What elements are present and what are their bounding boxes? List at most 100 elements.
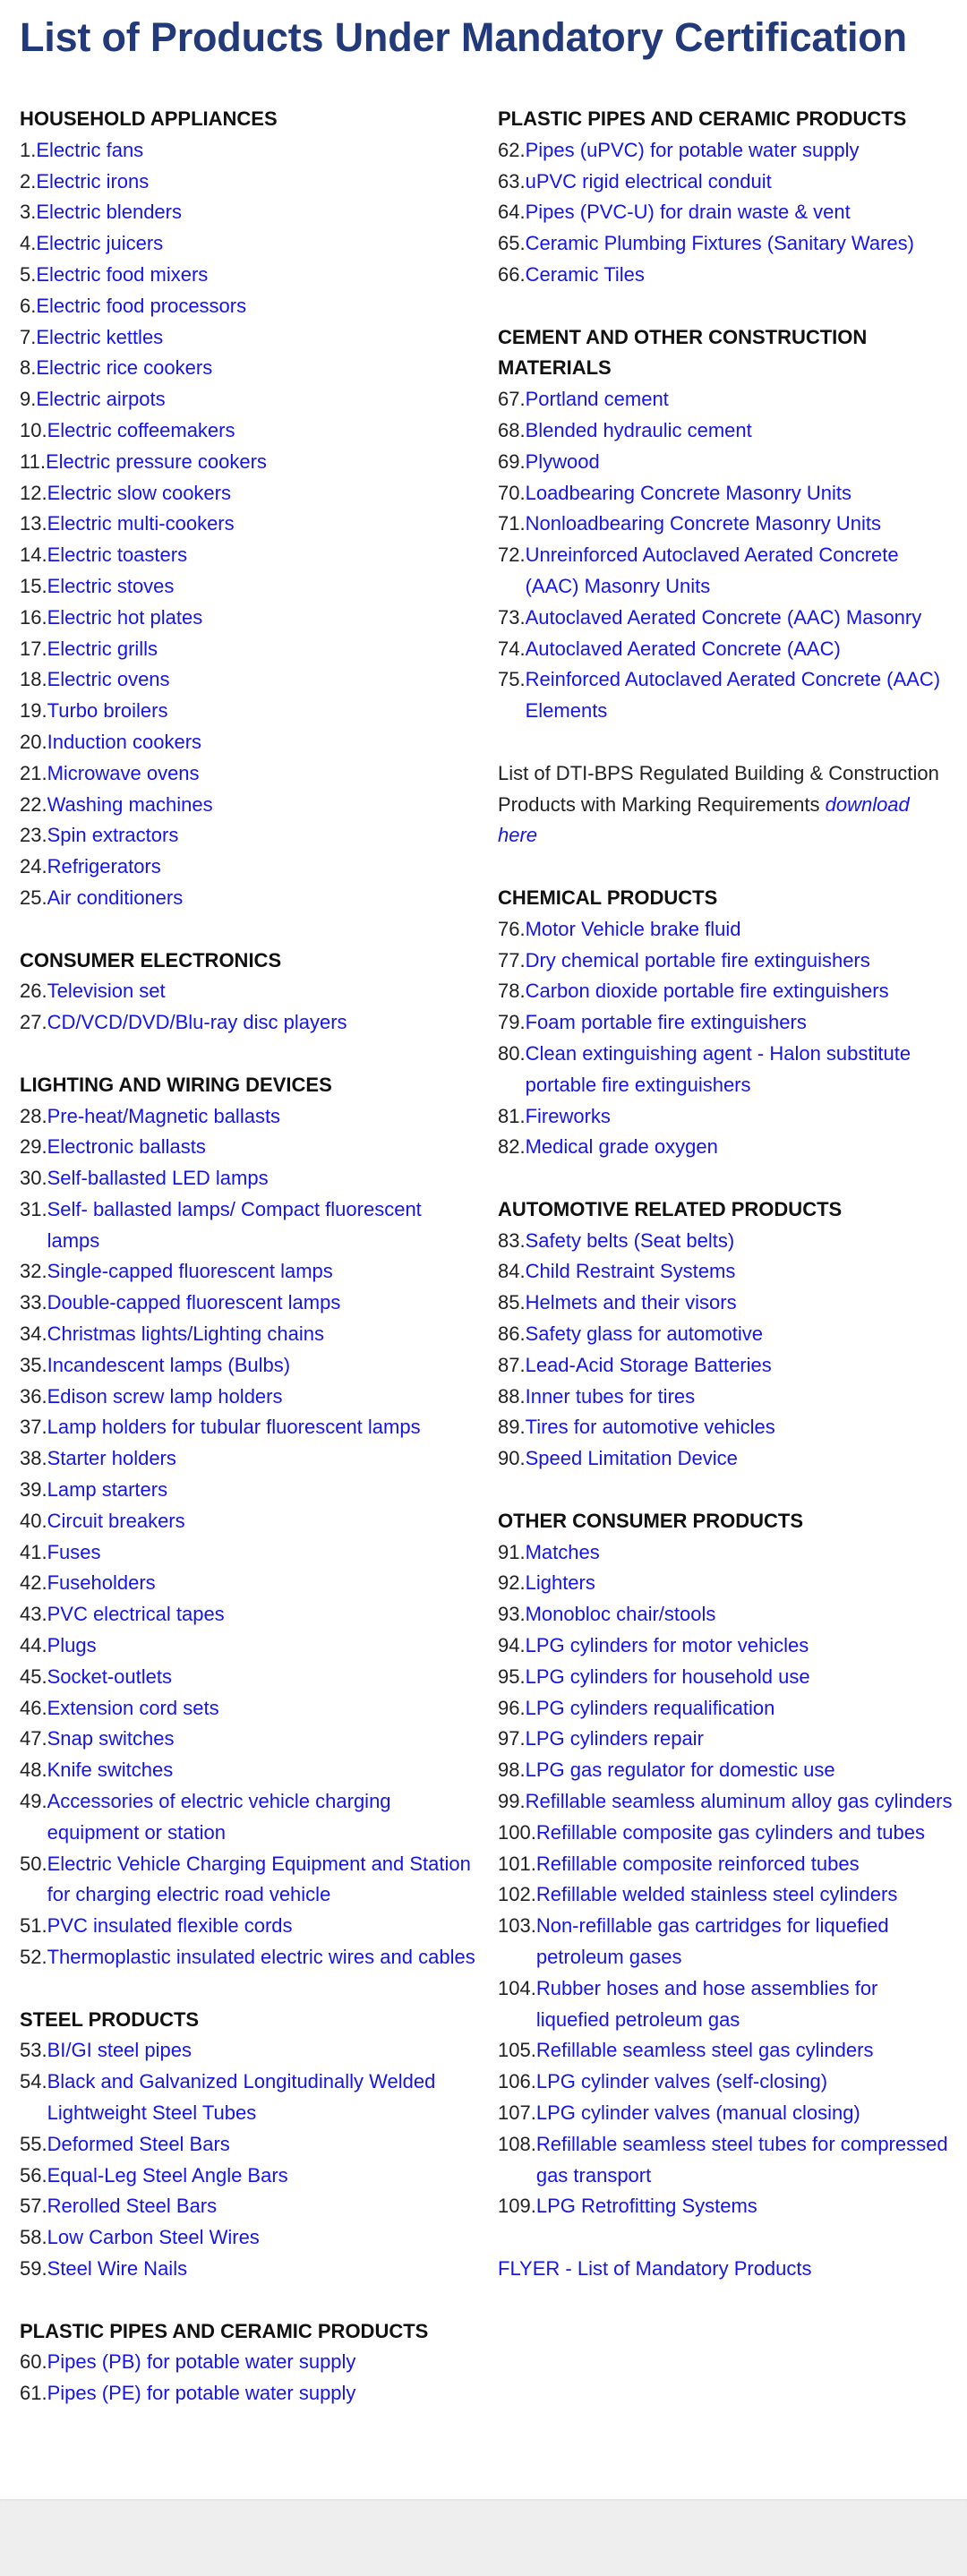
product-link[interactable]: Television set — [47, 980, 166, 1003]
product-link[interactable]: Pipes (uPVC) for potable water supply — [525, 138, 860, 161]
product-link[interactable]: Starter holders — [47, 1447, 176, 1470]
product-link[interactable]: Electric multi-cookers — [47, 512, 235, 535]
product-link[interactable]: LPG cylinders for motor vehicles — [525, 1634, 809, 1657]
product-link[interactable]: Refillable seamless steel tubes for comp… — [535, 2132, 948, 2187]
product-link[interactable]: Microwave ovens — [47, 761, 200, 784]
product-link[interactable]: Pipes (PB) for potable water supply — [47, 2350, 356, 2374]
product-link[interactable]: Ceramic Plumbing Fixtures (Sanitary Ware… — [525, 232, 914, 255]
product-link[interactable]: Electric food mixers — [36, 262, 209, 286]
product-link[interactable]: PVC electrical tapes — [47, 1603, 225, 1626]
product-link[interactable]: Portland cement — [525, 388, 669, 411]
product-link[interactable]: LPG cylinder valves (self-closing) — [535, 2070, 828, 2093]
product-link[interactable]: Pipes (PVC-U) for drain waste & vent — [525, 201, 851, 224]
product-link[interactable]: Autoclaved Aerated Concrete (AAC) Masonr… — [525, 605, 922, 629]
product-link[interactable]: Electric hot plates — [47, 605, 203, 629]
product-link[interactable]: Autoclaved Aerated Concrete (AAC) — [525, 637, 841, 660]
product-link[interactable]: Electric rice cookers — [36, 356, 213, 380]
product-link[interactable]: Electric Vehicle Charging Equipment and … — [47, 1852, 471, 1906]
product-link[interactable]: Loadbearing Concrete Masonry Units — [525, 481, 852, 504]
product-link[interactable]: Unreinforced Autoclaved Aerated Concrete… — [525, 543, 899, 597]
product-link[interactable]: Socket-outlets — [47, 1665, 172, 1688]
product-link[interactable]: Fireworks — [525, 1104, 611, 1127]
product-link[interactable]: Air conditioners — [47, 886, 184, 909]
product-link[interactable]: Electric irons — [36, 169, 150, 193]
product-link[interactable]: Electric airpots — [36, 388, 166, 411]
product-link[interactable]: uPVC rigid electrical conduit — [525, 169, 772, 193]
product-link[interactable]: Ceramic Tiles — [525, 262, 645, 286]
product-link[interactable]: Self- ballasted lamps/ Compact fluoresce… — [47, 1197, 422, 1252]
product-link[interactable]: Refillable composite reinforced tubes — [535, 1852, 860, 1875]
product-link[interactable]: Induction cookers — [47, 730, 202, 753]
product-link[interactable]: Medical grade oxygen — [525, 1135, 718, 1159]
product-link[interactable]: LPG cylinder valves (manual closing) — [535, 2101, 860, 2124]
product-link[interactable]: BI/GI steel pipes — [47, 2039, 193, 2062]
product-link[interactable]: Pre-heat/Magnetic ballasts — [47, 1104, 281, 1127]
product-link[interactable]: Electric blenders — [36, 201, 182, 224]
product-link[interactable]: Safety glass for automotive — [525, 1322, 763, 1346]
product-link[interactable]: Black and Galvanized Longitudinally Weld… — [47, 2070, 436, 2124]
product-link[interactable]: Blended hydraulic cement — [525, 418, 752, 441]
product-link[interactable]: Electric kettles — [36, 325, 164, 348]
product-link[interactable]: Self-ballasted LED lamps — [47, 1167, 269, 1190]
product-link[interactable]: Spin extractors — [47, 824, 179, 847]
product-link[interactable]: Electric stoves — [47, 574, 175, 597]
product-link[interactable]: Electric pressure cookers — [45, 449, 267, 473]
product-link[interactable]: Fuseholders — [47, 1571, 156, 1595]
product-link[interactable]: Tires for automotive vehicles — [525, 1416, 775, 1439]
product-link[interactable]: Extension cord sets — [47, 1696, 219, 1719]
product-link[interactable]: Matches — [525, 1540, 600, 1563]
product-link[interactable]: Motor Vehicle brake fluid — [525, 917, 741, 940]
product-link[interactable]: Plywood — [525, 449, 600, 473]
product-link[interactable]: LPG gas regulator for domestic use — [525, 1759, 835, 1782]
product-link[interactable]: Steel Wire Nails — [47, 2256, 188, 2280]
product-link[interactable]: Lamp holders for tubular fluorescent lam… — [47, 1416, 421, 1439]
product-link[interactable]: Non-refillable gas cartridges for liquef… — [535, 1914, 889, 1969]
product-link[interactable]: Rerolled Steel Bars — [47, 2195, 218, 2218]
product-link[interactable]: LPG cylinders requalification — [525, 1696, 775, 1719]
product-link[interactable]: Electric coffeemakers — [47, 418, 235, 441]
product-link[interactable]: Reinforced Autoclaved Aerated Concrete (… — [525, 668, 941, 723]
product-link[interactable]: Fuses — [47, 1540, 101, 1563]
product-link[interactable]: Rubber hoses and hose assemblies for liq… — [535, 1976, 878, 2031]
product-link[interactable]: Nonloadbearing Concrete Masonry Units — [525, 512, 882, 535]
product-link[interactable]: LPG cylinders for household use — [525, 1665, 810, 1688]
flyer-link[interactable]: FLYER - List of Mandatory Products — [498, 2256, 812, 2280]
product-link[interactable]: Lighters — [525, 1571, 595, 1595]
product-link[interactable]: Circuit breakers — [47, 1509, 185, 1532]
product-link[interactable]: Electric juicers — [36, 232, 164, 255]
product-link[interactable]: Inner tubes for tires — [525, 1384, 696, 1408]
product-link[interactable]: Refillable seamless aluminum alloy gas c… — [525, 1790, 953, 1813]
product-link[interactable]: Christmas lights/Lighting chains — [47, 1322, 324, 1346]
product-link[interactable]: Clean extinguishing agent - Halon substi… — [525, 1041, 911, 1096]
product-link[interactable]: Thermoplastic insulated electric wires a… — [47, 1946, 475, 1969]
product-link[interactable]: Electronic ballasts — [47, 1135, 206, 1159]
product-link[interactable]: Dry chemical portable fire extinguishers — [525, 948, 870, 971]
product-link[interactable]: Refillable composite gas cylinders and t… — [535, 1820, 925, 1844]
product-link[interactable]: Child Restraint Systems — [525, 1260, 736, 1283]
product-link[interactable]: Electric toasters — [47, 543, 188, 567]
product-link[interactable]: Accessories of electric vehicle charging… — [47, 1790, 391, 1844]
product-link[interactable]: Speed Limitation Device — [525, 1447, 738, 1470]
product-link[interactable]: Single-capped fluorescent lamps — [47, 1260, 333, 1283]
product-link[interactable]: Turbo broilers — [47, 699, 168, 723]
product-link[interactable]: Edison screw lamp holders — [47, 1384, 283, 1408]
product-link[interactable]: Electric fans — [36, 138, 144, 161]
download-here-link[interactable]: download here — [498, 792, 910, 847]
product-link[interactable]: Equal-Leg Steel Angle Bars — [47, 2163, 288, 2187]
product-link[interactable]: Lamp starters — [47, 1478, 168, 1502]
product-link[interactable]: CD/VCD/DVD/Blu-ray disc players — [47, 1011, 347, 1034]
product-link[interactable]: Refrigerators — [47, 855, 161, 878]
product-link[interactable]: Foam portable fire extinguishers — [525, 1011, 807, 1034]
product-link[interactable]: Electric food processors — [36, 294, 247, 317]
product-link[interactable]: Safety belts (Seat belts) — [525, 1228, 735, 1252]
product-link[interactable]: Monobloc chair/stools — [525, 1603, 716, 1626]
product-link[interactable]: Pipes (PE) for potable water supply — [47, 2382, 356, 2405]
product-link[interactable]: Lead-Acid Storage Batteries — [525, 1353, 772, 1376]
product-link[interactable]: Helmets and their visors — [525, 1291, 737, 1314]
product-link[interactable]: Low Carbon Steel Wires — [47, 2226, 260, 2249]
product-link[interactable]: Incandescent lamps (Bulbs) — [47, 1353, 291, 1376]
product-link[interactable]: Double-capped fluorescent lamps — [47, 1291, 341, 1314]
product-link[interactable]: PVC insulated flexible cords — [47, 1914, 293, 1938]
product-link[interactable]: Deformed Steel Bars — [47, 2132, 230, 2155]
product-link[interactable]: Electric grills — [47, 637, 158, 660]
